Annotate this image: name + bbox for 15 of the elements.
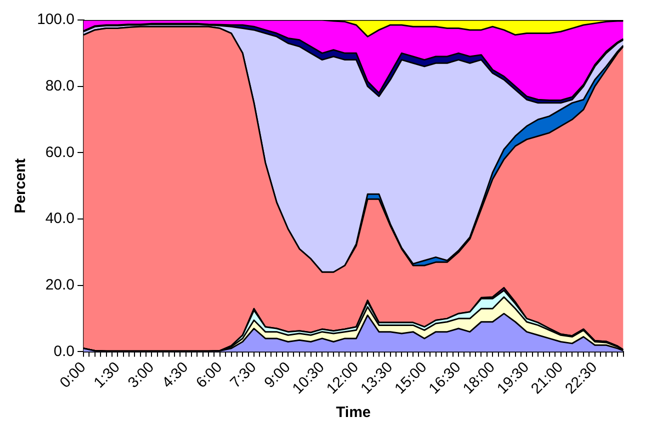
- y-tick-label: 100.0: [36, 11, 75, 28]
- y-tick-label: 60.0: [45, 144, 75, 161]
- y-tick-label: 0.0: [54, 342, 75, 360]
- y-axis-title: Percent: [12, 158, 30, 214]
- x-tick-label: 1:30: [90, 358, 124, 392]
- y-tick-label: 80.0: [45, 77, 75, 94]
- x-tick-label: 7:30: [227, 358, 260, 392]
- y-tick-label: 40.0: [45, 210, 75, 228]
- x-axis-title: Time: [336, 404, 371, 422]
- x-tick-label: 0:00: [56, 358, 90, 392]
- x-tick-label: 9:00: [261, 358, 294, 392]
- x-tick-label: 3:00: [124, 358, 158, 392]
- x-tick-label: 4:30: [158, 358, 192, 392]
- x-tick-label: 6:00: [192, 358, 226, 392]
- y-tick-label: 20.0: [45, 276, 75, 294]
